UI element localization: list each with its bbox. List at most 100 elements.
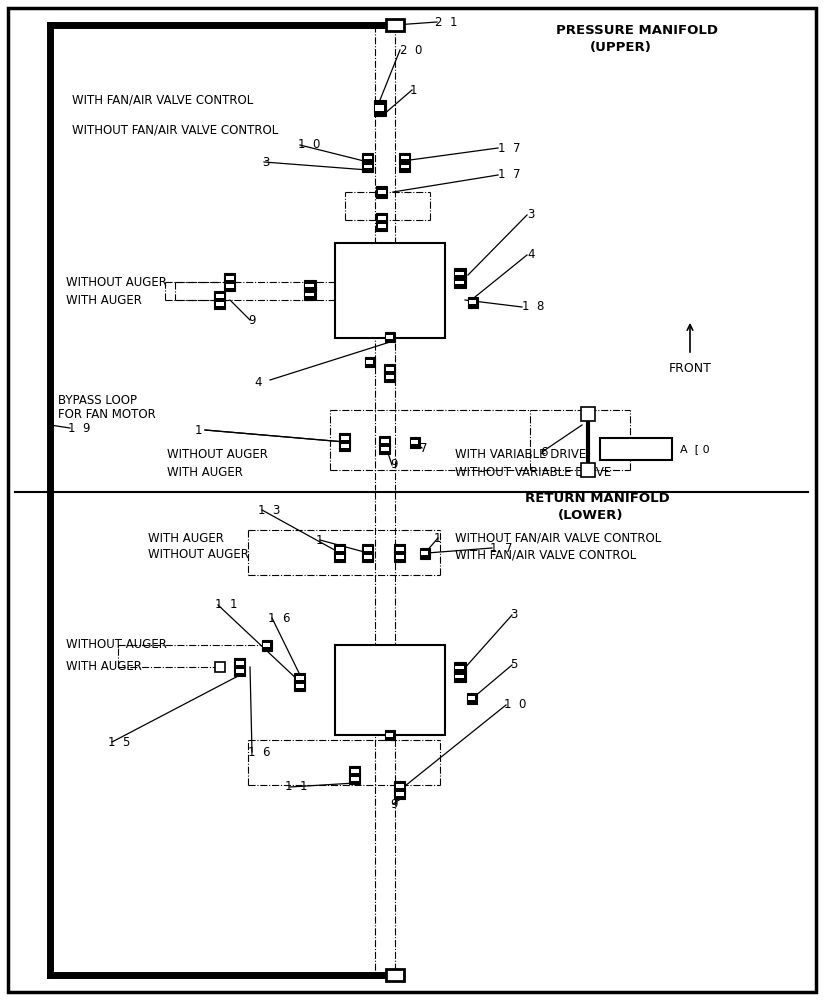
Bar (396, 555, 404, 559)
Bar (304, 289, 316, 300)
Text: 2  1: 2 1 (435, 15, 457, 28)
Text: WITH VARIABLE DRIVE: WITH VARIABLE DRIVE (455, 448, 586, 462)
Bar (214, 291, 226, 301)
Bar (470, 300, 476, 304)
Bar (216, 302, 224, 306)
Bar (363, 544, 373, 554)
Text: WITHOUT VARIABLE DRIVE: WITHOUT VARIABLE DRIVE (455, 466, 611, 480)
Text: 1: 1 (434, 532, 442, 544)
Bar (216, 294, 224, 298)
Text: 9: 9 (248, 314, 255, 326)
Bar (386, 19, 404, 31)
Text: 1  3: 1 3 (258, 504, 280, 516)
Bar (386, 733, 394, 737)
Text: 1  5: 1 5 (108, 736, 130, 748)
Bar (411, 440, 419, 444)
Bar (236, 661, 244, 665)
Text: WITH FAN/AIR VALVE CONTROL: WITH FAN/AIR VALVE CONTROL (455, 548, 636, 562)
Bar (467, 692, 477, 704)
Bar (296, 684, 304, 688)
Bar (236, 669, 244, 673)
Bar (364, 165, 372, 168)
Bar (385, 372, 396, 382)
Text: (LOWER): (LOWER) (558, 510, 624, 522)
Bar (454, 671, 466, 682)
Bar (400, 161, 410, 172)
Bar (395, 789, 405, 799)
Text: PRESSURE MANIFOLD: PRESSURE MANIFOLD (556, 23, 718, 36)
Text: 1: 1 (316, 534, 324, 546)
Bar (215, 662, 225, 672)
Bar (378, 224, 386, 228)
Bar (386, 367, 394, 371)
Bar (294, 681, 306, 691)
Bar (456, 281, 465, 284)
Text: (UPPER): (UPPER) (590, 41, 652, 54)
Text: 3: 3 (527, 209, 535, 222)
Bar (420, 548, 430, 558)
Text: 7: 7 (420, 442, 428, 454)
Text: 4: 4 (254, 375, 261, 388)
Text: WITHOUT FAN/AIR VALVE CONTROL: WITHOUT FAN/AIR VALVE CONTROL (455, 532, 661, 544)
Bar (468, 296, 478, 308)
Bar (335, 544, 345, 554)
Bar (381, 447, 389, 451)
Text: 2  0: 2 0 (400, 43, 423, 56)
Bar (386, 335, 394, 339)
Text: WITHOUT AUGER: WITHOUT AUGER (66, 275, 167, 288)
Bar (349, 766, 360, 776)
Bar (401, 156, 409, 159)
Bar (581, 407, 595, 421)
Text: 1  1: 1 1 (285, 780, 307, 794)
Text: WITHOUT FAN/AIR VALVE CONTROL: WITHOUT FAN/AIR VALVE CONTROL (72, 123, 279, 136)
Bar (367, 360, 373, 364)
Text: FRONT: FRONT (668, 362, 711, 375)
Bar (224, 273, 236, 283)
Text: 9: 9 (390, 798, 397, 810)
Text: 1  8: 1 8 (522, 300, 545, 314)
Text: 1  1: 1 1 (215, 598, 237, 611)
Bar (374, 100, 386, 116)
Bar (262, 640, 272, 650)
Bar (363, 161, 373, 172)
Text: 5: 5 (510, 658, 517, 672)
Bar (226, 284, 234, 288)
Bar (235, 666, 246, 676)
Text: WITH AUGER: WITH AUGER (66, 294, 142, 306)
Bar (364, 547, 372, 551)
Text: 1: 1 (195, 424, 203, 436)
Bar (306, 284, 315, 287)
Text: WITHOUT AUGER: WITHOUT AUGER (148, 548, 249, 562)
Bar (377, 186, 387, 198)
Bar (581, 463, 595, 477)
Bar (363, 552, 373, 562)
Text: A . 5 0 .: A . 5 0 . (615, 444, 658, 454)
Bar (296, 676, 304, 680)
Bar (378, 190, 386, 194)
Text: FOR FAN MOTOR: FOR FAN MOTOR (58, 408, 156, 422)
Bar (336, 547, 344, 551)
Text: 4: 4 (527, 248, 535, 261)
Bar (454, 268, 466, 279)
Bar (456, 272, 465, 275)
Bar (363, 152, 373, 162)
Bar (400, 152, 410, 162)
Text: 3: 3 (510, 608, 517, 621)
Bar (395, 544, 405, 554)
Text: 1  7: 1 7 (490, 542, 513, 554)
Bar (351, 769, 359, 773)
Bar (385, 332, 395, 342)
Bar (381, 439, 389, 443)
Bar (365, 357, 375, 367)
Bar (380, 436, 391, 446)
Bar (422, 551, 428, 555)
Bar (336, 555, 344, 559)
Text: WITH AUGER: WITH AUGER (148, 532, 224, 544)
Bar (294, 673, 306, 683)
Bar (454, 277, 466, 288)
Text: 9: 9 (390, 458, 397, 472)
Text: 3: 3 (262, 155, 269, 168)
Bar (335, 242, 445, 338)
Bar (396, 784, 404, 788)
Bar (380, 444, 391, 454)
